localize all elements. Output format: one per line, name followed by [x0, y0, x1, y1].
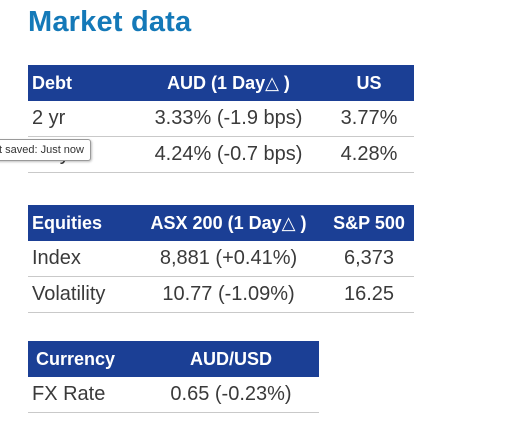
us-yield-cell: 4.28% [324, 136, 414, 173]
aud-yield-cell: 3.33% (-1.9 bps) [133, 101, 324, 137]
sp-value-cell: 16.25 [324, 276, 414, 313]
table-row: 2 yr 3.33% (-1.9 bps) 3.77% [28, 101, 414, 137]
debt-header: Debt [28, 65, 133, 101]
fx-metric-cell: FX Rate [28, 377, 143, 413]
equity-metric-cell: Index [28, 241, 133, 277]
asx-value-cell: 10.77 (-1.09%) [133, 276, 324, 313]
table-row: Index 8,881 (+0.41%) 6,373 [28, 241, 414, 277]
equity-metric-cell: Volatility [28, 276, 133, 313]
aud-usd-value-cell: 0.65 (-0.23%) [143, 377, 319, 413]
asx-value-cell: 8,881 (+0.41%) [133, 241, 324, 277]
debt-tenor-cell: 2 yr [28, 101, 133, 137]
table-row: FX Rate 0.65 (-0.23%) [28, 377, 319, 413]
us-yield-cell: 3.77% [324, 101, 414, 137]
table-header-row: Currency AUD/USD [28, 341, 319, 377]
sp-value-cell: 6,373 [324, 241, 414, 277]
equities-header: Equities [28, 205, 133, 241]
page-title: Market data [28, 6, 192, 38]
save-status-tooltip: t saved: Just now [0, 139, 91, 161]
asx-200-header: ASX 200 (1 Day△ ) [133, 205, 324, 241]
table-header-row: Debt AUD (1 Day△ ) US [28, 65, 414, 101]
table-row: Volatility 10.77 (-1.09%) 16.25 [28, 276, 414, 313]
us-header: US [324, 65, 414, 101]
aud-usd-header: AUD/USD [143, 341, 319, 377]
aud-yield-cell: 4.24% (-0.7 bps) [133, 136, 324, 173]
currency-table: Currency AUD/USD FX Rate 0.65 (-0.23%) [28, 341, 319, 413]
table-header-row: Equities ASX 200 (1 Day△ ) S&P 500 [28, 205, 414, 241]
equities-table: Equities ASX 200 (1 Day△ ) S&P 500 Index… [28, 205, 414, 313]
aud-1-day-header: AUD (1 Day△ ) [133, 65, 324, 101]
sp-500-header: S&P 500 [324, 205, 414, 241]
currency-header: Currency [28, 341, 143, 377]
